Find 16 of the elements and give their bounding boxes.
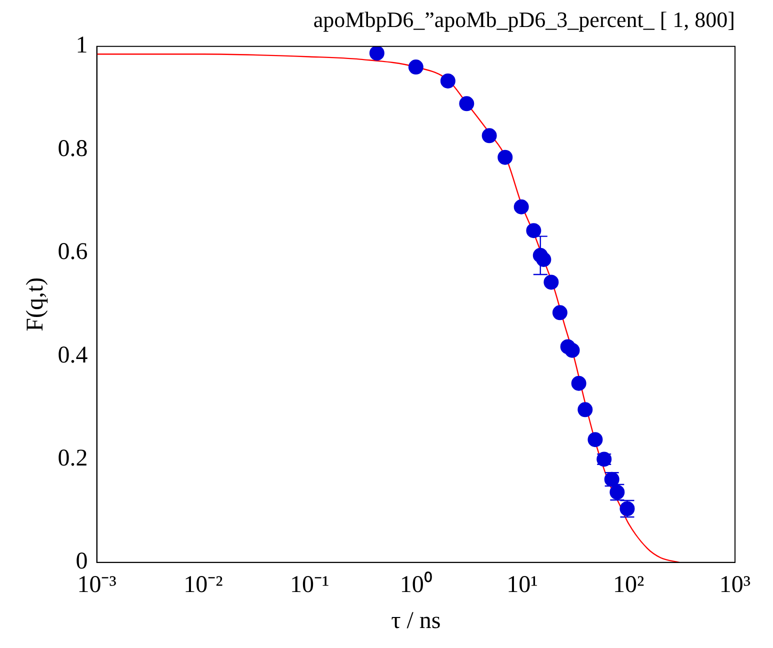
y-tick-label: 0.6 [58,239,88,266]
y-tick-label: 0.2 [58,445,88,472]
x-tick-label: 10⁻² [184,572,223,598]
chart-title: apoMbpD6_”apoMb_pD6_3_percent_ [ 1, 800] [313,6,735,32]
y-tick-label: 0 [76,548,88,575]
y-tick-label: 1 [76,32,88,59]
x-tick-label: 10⁻³ [77,572,116,598]
x-tick-label: 10⁻¹ [290,572,330,598]
y-axis-title: F(q,t) [22,277,49,332]
x-tick-label: 10¹ [506,572,538,598]
x-tick-label: 10³ [719,572,751,598]
y-tick-label: 0.4 [58,342,88,368]
x-axis-title: τ / ns [391,608,441,634]
x-tick-label: 10² [613,572,644,598]
y-tick-label: 0.8 [58,136,88,162]
x-tick-label: 10⁰ [400,571,432,598]
